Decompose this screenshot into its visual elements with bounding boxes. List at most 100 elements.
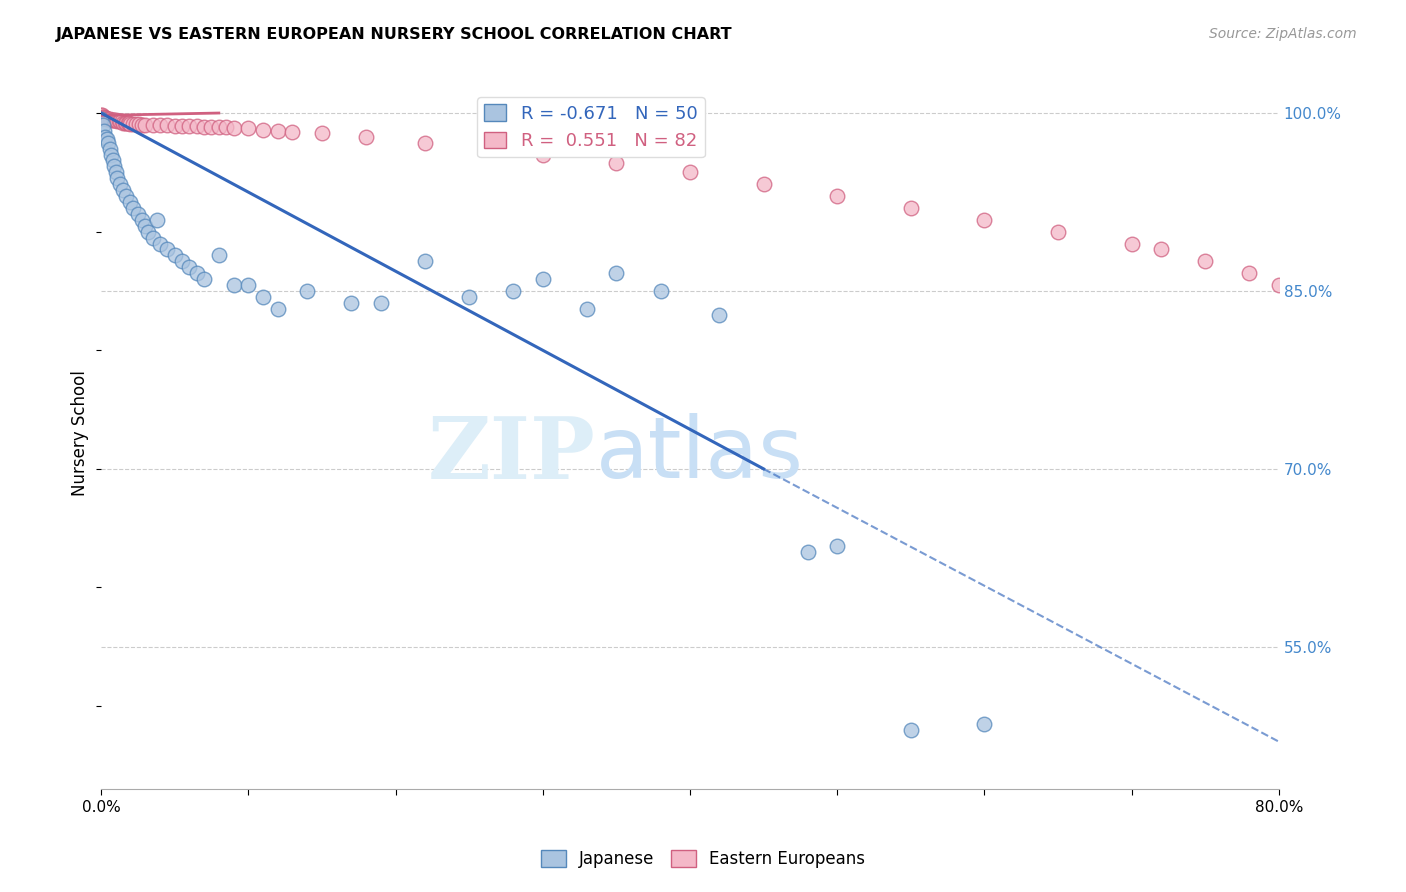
Point xyxy=(90,112,112,126)
Point xyxy=(96,132,118,146)
Point xyxy=(238,121,260,136)
Point xyxy=(370,295,392,310)
Point xyxy=(127,207,149,221)
Point xyxy=(170,254,193,268)
Point xyxy=(94,129,117,144)
Point xyxy=(107,114,129,128)
Point xyxy=(122,201,145,215)
Y-axis label: Nursery School: Nursery School xyxy=(72,370,89,496)
Point xyxy=(111,114,134,128)
Point xyxy=(98,142,121,156)
Point xyxy=(413,136,436,150)
Point xyxy=(1150,243,1173,257)
Text: Source: ZipAtlas.com: Source: ZipAtlas.com xyxy=(1209,27,1357,41)
Point xyxy=(200,120,222,135)
Point xyxy=(125,117,148,131)
Point xyxy=(797,545,820,559)
Point xyxy=(295,284,318,298)
Point xyxy=(118,115,141,129)
Point xyxy=(93,124,115,138)
Point xyxy=(502,284,524,298)
Point xyxy=(134,219,156,233)
Point xyxy=(531,147,554,161)
Point xyxy=(208,248,231,262)
Point xyxy=(103,113,125,128)
Point xyxy=(163,119,186,133)
Point xyxy=(97,112,120,126)
Point xyxy=(128,117,150,131)
Point xyxy=(679,165,702,179)
Point xyxy=(267,124,290,138)
Point xyxy=(186,266,208,280)
Point xyxy=(1239,266,1261,280)
Point xyxy=(149,236,172,251)
Point xyxy=(825,189,848,203)
Point xyxy=(1121,236,1143,251)
Point xyxy=(170,119,193,133)
Point xyxy=(354,129,377,144)
Point xyxy=(973,212,995,227)
Point xyxy=(131,118,153,132)
Point xyxy=(134,118,156,132)
Point xyxy=(103,160,125,174)
Point xyxy=(238,278,260,293)
Point xyxy=(97,112,120,126)
Point xyxy=(90,108,112,122)
Point xyxy=(100,147,122,161)
Point xyxy=(163,248,186,262)
Point xyxy=(120,117,142,131)
Point xyxy=(120,194,142,209)
Point xyxy=(105,114,128,128)
Point xyxy=(531,272,554,286)
Point xyxy=(93,111,115,125)
Point xyxy=(104,165,127,179)
Point xyxy=(115,115,138,129)
Point xyxy=(114,115,136,129)
Point xyxy=(96,112,118,126)
Point xyxy=(91,110,114,124)
Point xyxy=(340,295,363,310)
Point xyxy=(252,290,274,304)
Point xyxy=(156,243,179,257)
Point xyxy=(117,115,139,129)
Point xyxy=(156,118,179,132)
Point xyxy=(458,290,481,304)
Legend: Japanese, Eastern Europeans: Japanese, Eastern Europeans xyxy=(534,843,872,875)
Point xyxy=(488,142,510,156)
Point xyxy=(1268,278,1291,293)
Point xyxy=(222,121,245,136)
Point xyxy=(108,114,131,128)
Text: atlas: atlas xyxy=(596,413,804,496)
Point xyxy=(252,122,274,136)
Point xyxy=(104,113,127,128)
Point xyxy=(267,301,290,316)
Point xyxy=(101,113,124,128)
Point xyxy=(825,539,848,553)
Point xyxy=(94,111,117,125)
Point xyxy=(208,120,231,135)
Point xyxy=(131,212,153,227)
Point xyxy=(281,125,304,139)
Legend: R = -0.671   N = 50, R =  0.551   N = 82: R = -0.671 N = 50, R = 0.551 N = 82 xyxy=(477,97,704,157)
Point xyxy=(90,108,112,122)
Point xyxy=(650,284,672,298)
Point xyxy=(413,254,436,268)
Point xyxy=(900,201,922,215)
Point xyxy=(93,110,115,124)
Point xyxy=(142,118,165,132)
Point xyxy=(91,118,114,132)
Point xyxy=(100,113,122,128)
Point xyxy=(142,230,165,244)
Point xyxy=(186,119,208,133)
Point xyxy=(122,117,145,131)
Point xyxy=(709,308,731,322)
Point xyxy=(973,717,995,731)
Point xyxy=(101,153,124,168)
Point xyxy=(108,177,131,191)
Point xyxy=(605,156,627,170)
Point xyxy=(115,189,138,203)
Point xyxy=(96,111,118,125)
Point xyxy=(97,136,120,150)
Point xyxy=(1194,254,1216,268)
Point xyxy=(900,723,922,737)
